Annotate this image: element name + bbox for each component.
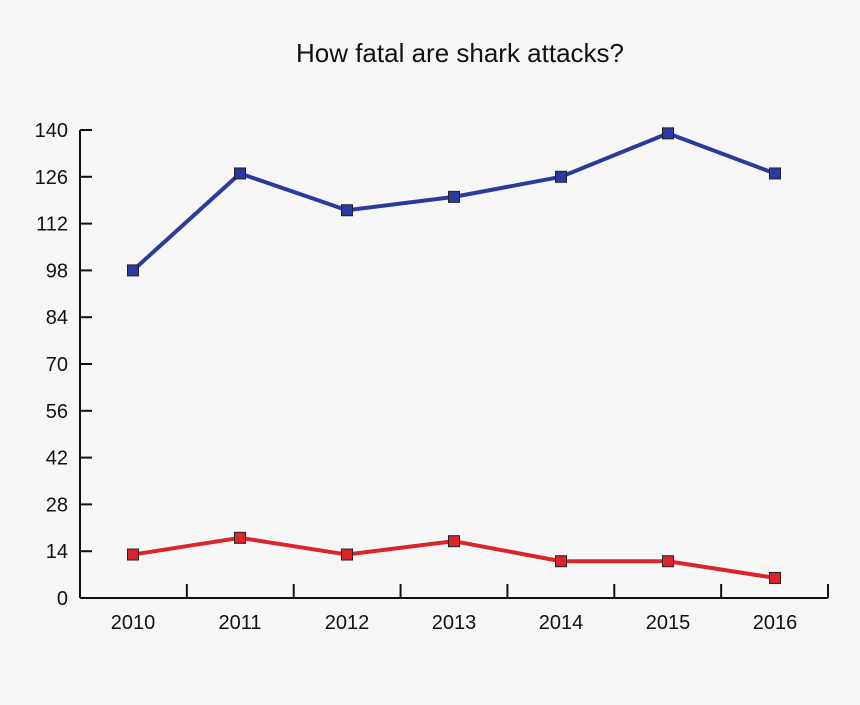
data-point-marker (555, 555, 567, 568)
data-point-marker (448, 190, 460, 203)
data-point-marker (448, 535, 460, 548)
x-tick-label: 2012 (325, 612, 370, 634)
data-point-marker (555, 170, 567, 183)
x-tick-label: 2010 (111, 612, 156, 634)
data-point-marker (769, 167, 781, 180)
series-1 (127, 127, 781, 277)
data-point-marker (234, 167, 246, 180)
y-tick-label: 0 (57, 588, 68, 610)
chart-title: How fatal are shark attacks? (296, 38, 624, 68)
data-point-marker (234, 531, 246, 544)
y-tick-label: 84 (46, 307, 68, 329)
series-2 (127, 531, 781, 584)
y-tick-label: 56 (46, 401, 68, 423)
data-point-marker (341, 204, 353, 217)
x-tick-label: 2013 (432, 612, 477, 634)
data-point-marker (127, 264, 139, 277)
y-tick-label: 42 (46, 448, 68, 470)
y-tick-label: 14 (46, 541, 68, 563)
y-tick-label: 98 (46, 260, 68, 282)
data-point-marker (127, 548, 139, 561)
x-tick-label: 2016 (753, 612, 798, 634)
data-point-marker (341, 548, 353, 561)
x-tick-label: 2015 (646, 612, 691, 634)
y-axis: 0 14 28 42 56 70 84 98 112 126 140 (35, 120, 92, 610)
y-tick-label: 140 (35, 120, 68, 142)
y-tick-label: 126 (35, 167, 68, 189)
x-tick-label: 2014 (539, 612, 584, 634)
x-axis: 2010 2011 2012 2013 2014 2015 2016 (80, 584, 829, 634)
series-layer (127, 127, 781, 584)
data-point-marker (769, 571, 781, 584)
data-point-marker (662, 127, 674, 140)
data-point-marker (662, 555, 674, 568)
x-tick-label: 2011 (218, 612, 261, 634)
y-tick-label: 70 (46, 354, 68, 376)
y-tick-label: 112 (36, 214, 68, 236)
y-tick-label: 28 (46, 494, 68, 516)
